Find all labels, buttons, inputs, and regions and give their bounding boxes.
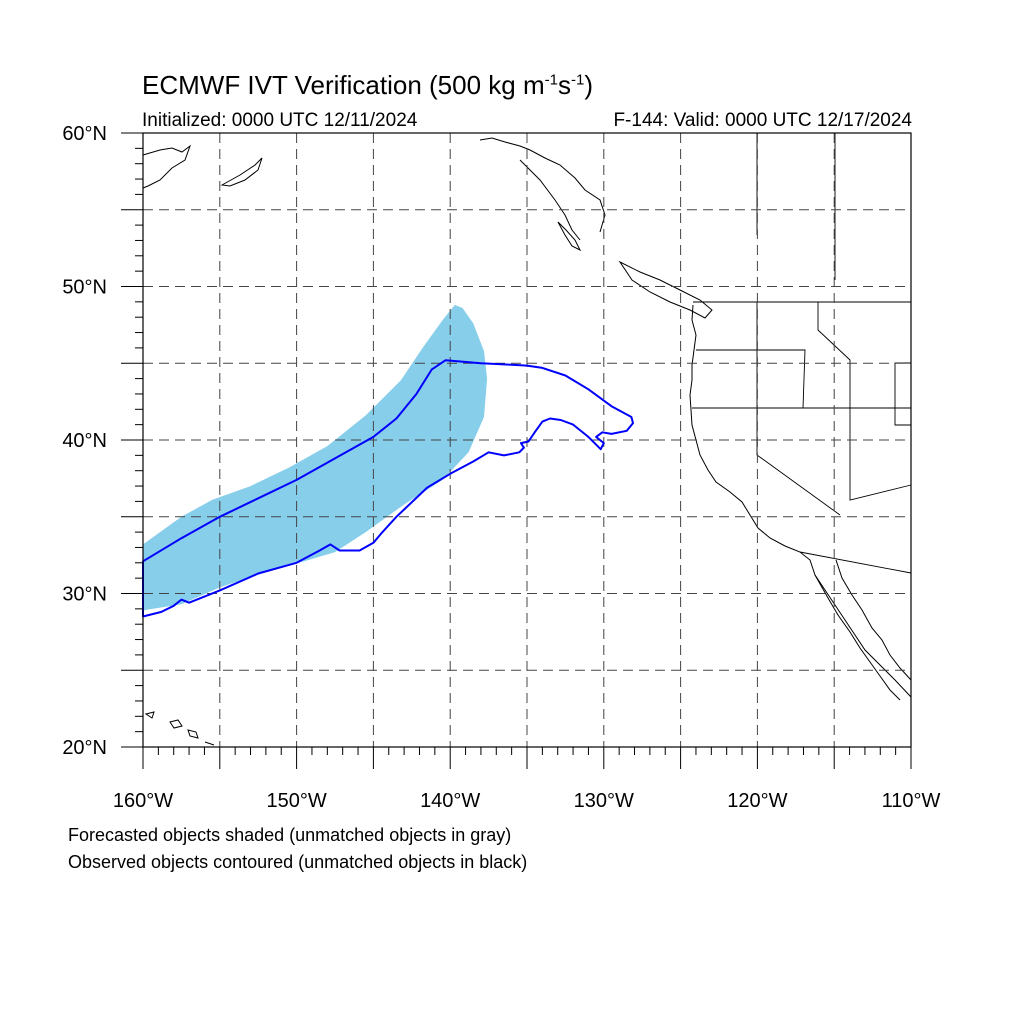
us-west-coastline [689, 304, 912, 698]
valid-time-label: F-144: Valid: 0000 UTC 12/17/2024 [613, 110, 912, 131]
initialized-label: Initialized: 0000 UTC 12/11/2024 [142, 110, 418, 131]
latitude-labels: 60°N 50°N 40°N 30°N 20°N [62, 123, 107, 759]
forecast-ivt-object [143, 304, 488, 611]
lon-label: 150°W [266, 790, 326, 812]
bc-coast [519, 159, 581, 241]
lon-label: 160°W [113, 790, 173, 812]
gulf-of-alaska-coast [479, 137, 606, 233]
lat-lon-grid [143, 133, 911, 747]
lon-label: 120°W [727, 790, 787, 812]
legend-observed-note: Observed objects contoured (unmatched ob… [68, 852, 528, 872]
observed-objects [142, 359, 634, 618]
alaska-coastline [142, 144, 192, 189]
forecast-objects [143, 304, 488, 611]
observed-ivt-contour [142, 359, 634, 618]
lat-label: 30°N [62, 584, 107, 606]
longitude-labels: 160°W 150°W 140°W 130°W 120°W 110°W [113, 790, 941, 812]
alaska-peninsula-coast [220, 157, 263, 187]
axis-ticks [121, 132, 912, 769]
lon-label: 140°W [420, 790, 480, 812]
baja-coast [835, 559, 912, 681]
lon-label: 130°W [574, 790, 634, 812]
lon-label: 110°W [882, 790, 941, 812]
haida-gwaii [557, 221, 582, 252]
lat-label: 40°N [62, 430, 107, 452]
hawaii-islands [144, 711, 215, 746]
legend-forecast-note: Forecasted objects shaded (unmatched obj… [68, 825, 512, 845]
lat-label: 50°N [62, 277, 107, 299]
lat-label: 20°N [62, 737, 107, 759]
baja-west-coast [814, 574, 901, 701]
vancouver-island [618, 260, 713, 319]
lat-label: 60°N [62, 123, 107, 145]
chart-title: ECMWF IVT Verification (500 kg m-1s-1) [142, 70, 593, 100]
